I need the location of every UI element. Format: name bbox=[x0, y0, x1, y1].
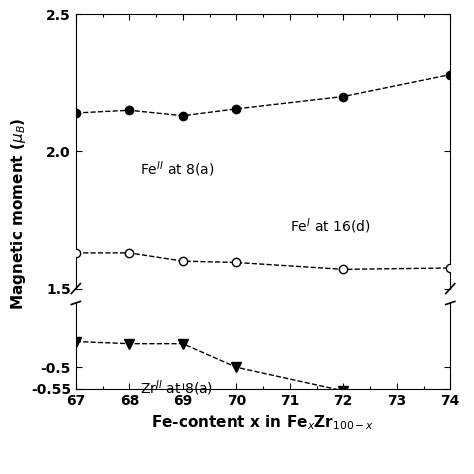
Text: Magnetic moment ($\mu_B$): Magnetic moment ($\mu_B$) bbox=[9, 117, 28, 310]
Text: Zr$^{II}$ at 8(a): Zr$^{II}$ at 8(a) bbox=[140, 378, 213, 398]
X-axis label: Fe-content x in Fe$_x$Zr$_{100-x}$: Fe-content x in Fe$_x$Zr$_{100-x}$ bbox=[151, 413, 375, 432]
Text: Fe$^{I}$ at 16(d): Fe$^{I}$ at 16(d) bbox=[290, 217, 371, 237]
Text: Fe$^{II}$ at 8(a): Fe$^{II}$ at 8(a) bbox=[140, 160, 215, 179]
